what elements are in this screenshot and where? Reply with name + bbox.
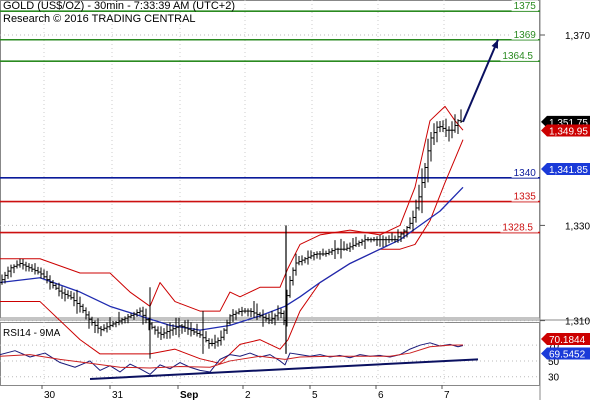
rsi-panel-frame xyxy=(0,322,540,386)
price-tag-bg xyxy=(541,162,590,175)
rsi-series-9ma xyxy=(0,344,464,369)
projection-arrow-head xyxy=(491,39,498,49)
rsi-tick-label: 30 xyxy=(548,373,560,384)
price-tag-label: 1,349.95 xyxy=(549,126,588,137)
time-tick-label: 6 xyxy=(378,390,384,400)
level-label: 1369 xyxy=(514,30,537,41)
bollinger-lower-line xyxy=(0,139,464,364)
rsi-title: RSI14 - 9MA xyxy=(3,328,61,339)
time-tick-label: Sep xyxy=(180,390,198,400)
level-label: 1364.5 xyxy=(502,51,533,62)
price-tag-label: 1,351.75 xyxy=(549,118,588,129)
chart-copyright: Research © 2016 TRADING CENTRAL xyxy=(3,13,196,25)
price-panel-frame xyxy=(0,0,540,319)
rsi-value-tag-bg xyxy=(541,347,590,360)
time-tick-label: 31 xyxy=(112,390,124,400)
moving-average-line xyxy=(0,186,464,331)
level-label-bg xyxy=(500,50,538,62)
chart-title: GOLD (US$/OZ) - 30min - 7:33:39 AM (UTC+… xyxy=(3,0,235,12)
time-tick-label: 7 xyxy=(444,390,450,400)
price-tick-label: 1,370 xyxy=(565,31,590,42)
time-tick-label: 30 xyxy=(44,390,56,400)
time-tick-label: 2 xyxy=(245,390,251,400)
rsi-tick-label: 70 xyxy=(548,341,560,352)
level-label: 1335 xyxy=(514,192,537,203)
projection-arrow-line xyxy=(462,39,499,123)
level-label: 1340 xyxy=(514,168,537,179)
rsi-trendline xyxy=(89,358,479,381)
level-label: 1328.5 xyxy=(502,223,533,234)
price-tag-label: 1,341.85 xyxy=(549,165,588,176)
price-tick-label: 1,310 xyxy=(565,317,590,328)
time-tick-label: 5 xyxy=(312,390,318,400)
level-label-bg xyxy=(511,166,538,178)
level-label-bg xyxy=(511,28,538,40)
level-label: 1375 xyxy=(514,1,537,12)
rsi-value-tag-label: 69.5452 xyxy=(549,350,586,361)
price-tick-label: 1,330 xyxy=(565,221,590,232)
level-label-bg xyxy=(511,190,538,202)
rsi-value-tag-label: 70.1844 xyxy=(549,335,586,346)
candlesticks xyxy=(0,109,463,349)
level-label-bg xyxy=(500,221,538,233)
rsi-series-rsi14 xyxy=(0,342,464,375)
rsi-value-tag-bg xyxy=(541,333,590,346)
rsi-tick-label: 50 xyxy=(548,357,560,368)
level-label-bg xyxy=(511,0,538,12)
bollinger-upper-line xyxy=(0,105,464,312)
price-tag-bg xyxy=(541,124,590,137)
